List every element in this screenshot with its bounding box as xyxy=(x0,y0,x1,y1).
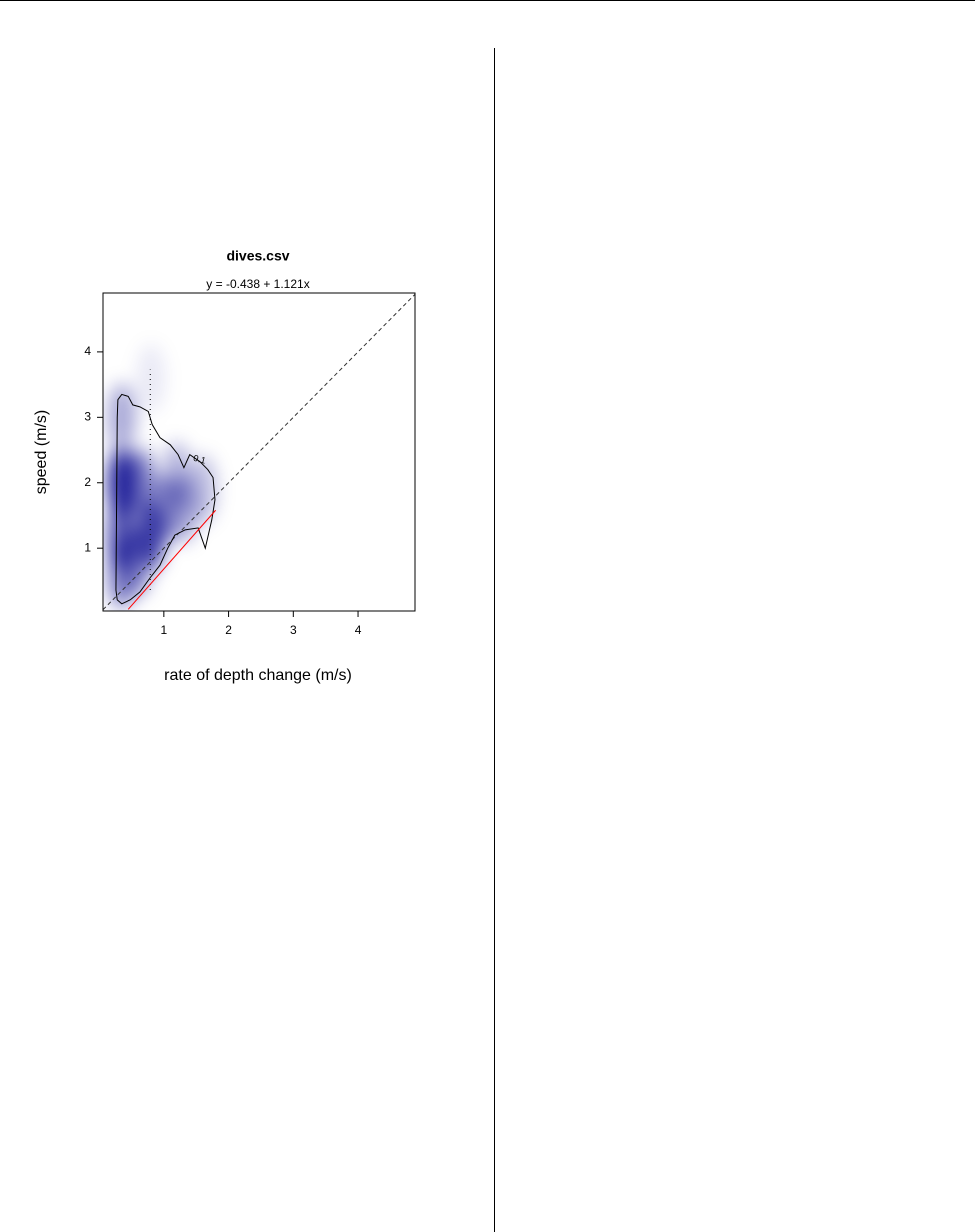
chart-title: dives.csv xyxy=(226,248,289,264)
y-tick-label: 3 xyxy=(84,409,91,423)
y-tick-label: 1 xyxy=(84,540,91,554)
plot-frame xyxy=(102,292,416,612)
density-layer xyxy=(107,344,217,609)
density-blob xyxy=(123,527,152,596)
x-tick-label: 2 xyxy=(225,623,232,637)
chart-subtitle: y = -0.438 + 1.121x xyxy=(206,277,309,291)
x-axis-label: rate of depth change (m/s) xyxy=(164,667,352,684)
y-axis-label: speed (m/s) xyxy=(33,410,50,494)
x-tick-label: 1 xyxy=(161,623,168,637)
reference-line xyxy=(103,293,415,611)
density-blob xyxy=(127,448,156,517)
density-blob xyxy=(162,442,191,511)
plot-area: 0.1 xyxy=(103,293,415,611)
contour-line xyxy=(115,393,216,605)
y-tick-label: 2 xyxy=(84,475,91,489)
x-tick-label: 3 xyxy=(290,623,297,637)
fit-line xyxy=(127,509,217,610)
density-blob xyxy=(107,448,136,517)
contour-label: 0.1 xyxy=(192,453,207,466)
x-tick-label: 4 xyxy=(355,623,362,637)
density-blob xyxy=(136,344,165,413)
density-blob xyxy=(107,383,136,452)
y-tick-label: 4 xyxy=(84,344,91,358)
